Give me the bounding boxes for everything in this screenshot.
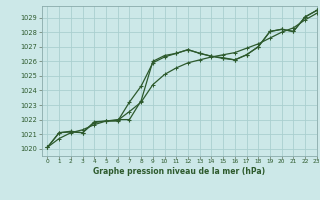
X-axis label: Graphe pression niveau de la mer (hPa): Graphe pression niveau de la mer (hPa) [93,167,265,176]
